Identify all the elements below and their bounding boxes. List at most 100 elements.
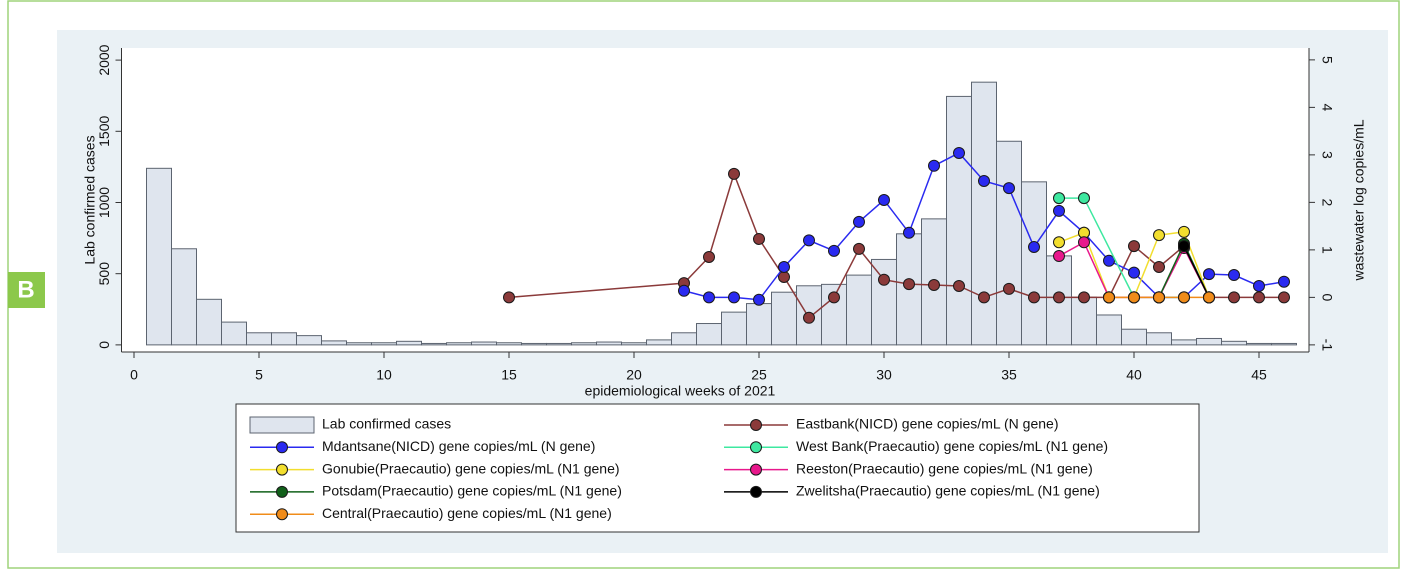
marker (1228, 291, 1240, 304)
marker (678, 284, 690, 297)
bar (446, 342, 472, 346)
bar (246, 332, 272, 346)
bar (621, 342, 647, 346)
bar (546, 342, 572, 346)
bar (671, 332, 697, 346)
bar (771, 291, 797, 346)
y-tick-label: 0 (96, 341, 112, 349)
bar (746, 303, 772, 346)
marker (853, 215, 865, 228)
marker (703, 291, 715, 304)
bar (371, 342, 397, 346)
marker (1028, 291, 1040, 304)
bar (1146, 332, 1172, 346)
y-tick-label: 1000 (96, 187, 112, 218)
y-tick-label: 2000 (96, 44, 112, 75)
x-tick-label: 10 (376, 367, 392, 383)
legend-marker (750, 463, 762, 476)
bar (1096, 314, 1122, 346)
bar (171, 248, 197, 346)
legend-marker (750, 485, 762, 498)
legend-label: Zwelitsha(Praecautio) gene copies/mL (N1… (796, 483, 1100, 499)
x-axis-title: epidemiological weeks of 2021 (585, 383, 776, 399)
marker (753, 232, 765, 245)
marker (1003, 182, 1015, 195)
marker (1203, 268, 1215, 281)
x-tick-label: 30 (876, 367, 892, 383)
marker (1128, 291, 1140, 304)
x-tick-label: 45 (1251, 367, 1267, 383)
marker (1028, 241, 1040, 254)
marker (903, 278, 915, 291)
legend-swatch (249, 416, 315, 434)
marker (503, 291, 515, 304)
bar (346, 342, 372, 346)
marker (728, 167, 740, 180)
bar (871, 258, 897, 346)
marker (1178, 225, 1190, 238)
marker (1178, 291, 1190, 304)
marker (903, 226, 915, 239)
legend-label: West Bank(Praecautio) gene copies/mL (N1… (796, 438, 1108, 454)
y2-tick-label: 4 (1319, 103, 1335, 111)
marker (1053, 291, 1065, 304)
legend-label: Lab confirmed cases (322, 416, 451, 432)
y-tick-label: 500 (96, 262, 112, 286)
marker (928, 279, 940, 292)
marker (803, 311, 815, 324)
x-tick-label: 0 (130, 367, 138, 383)
marker (1078, 236, 1090, 249)
marker (828, 291, 840, 304)
y-axis-title: Lab confirmed cases (82, 135, 98, 264)
legend-marker (750, 441, 762, 454)
x-tick-label: 35 (1001, 367, 1017, 383)
bar (596, 341, 622, 346)
marker (953, 279, 965, 292)
y2-tick-label: 2 (1319, 198, 1335, 206)
x-tick-label: 20 (626, 367, 642, 383)
legend-marker (276, 441, 288, 454)
marker (828, 244, 840, 257)
marker (1128, 266, 1140, 279)
marker (1053, 204, 1065, 217)
legend-marker (750, 419, 762, 431)
bar (696, 323, 722, 346)
legend-label: Eastbank(NICD) gene copies/mL (N gene) (796, 416, 1059, 432)
marker (703, 251, 715, 263)
legend-label: Gonubie(Praecautio) gene copies/mL (N1 g… (322, 460, 620, 476)
bar (996, 140, 1022, 346)
marker (1203, 291, 1215, 304)
marker (1053, 250, 1065, 263)
line (1183, 245, 1210, 298)
bar (496, 342, 522, 346)
y-tick-label: 1500 (96, 116, 112, 147)
y2-tick-label: 5 (1319, 56, 1335, 64)
bar (421, 342, 447, 346)
marker (1153, 229, 1165, 242)
marker (978, 175, 990, 187)
bar (646, 339, 672, 346)
bar (1071, 296, 1097, 346)
legend-label: Mdantsane(NICD) gene copies/mL (N gene) (322, 438, 595, 454)
bar (1246, 342, 1272, 346)
bar (396, 340, 422, 346)
legend-label: Potsdam(Praecautio) gene copies/mL (N1 g… (322, 483, 622, 499)
marker (803, 234, 815, 247)
marker (1128, 240, 1140, 253)
bar (321, 340, 347, 346)
bar (521, 342, 547, 346)
x-tick-label: 5 (255, 367, 263, 383)
bar (146, 167, 172, 346)
marker (853, 242, 865, 255)
bar (571, 342, 597, 346)
marker (1103, 291, 1115, 304)
plot-area (121, 48, 1309, 352)
marker (1278, 275, 1290, 288)
legend-label: Central(Praecautio) gene copies/mL (N1 g… (322, 505, 612, 521)
bar (971, 81, 997, 346)
marker (1053, 236, 1065, 249)
panel-label-box (8, 272, 45, 308)
legend-marker (276, 508, 288, 521)
marker (1253, 291, 1265, 304)
